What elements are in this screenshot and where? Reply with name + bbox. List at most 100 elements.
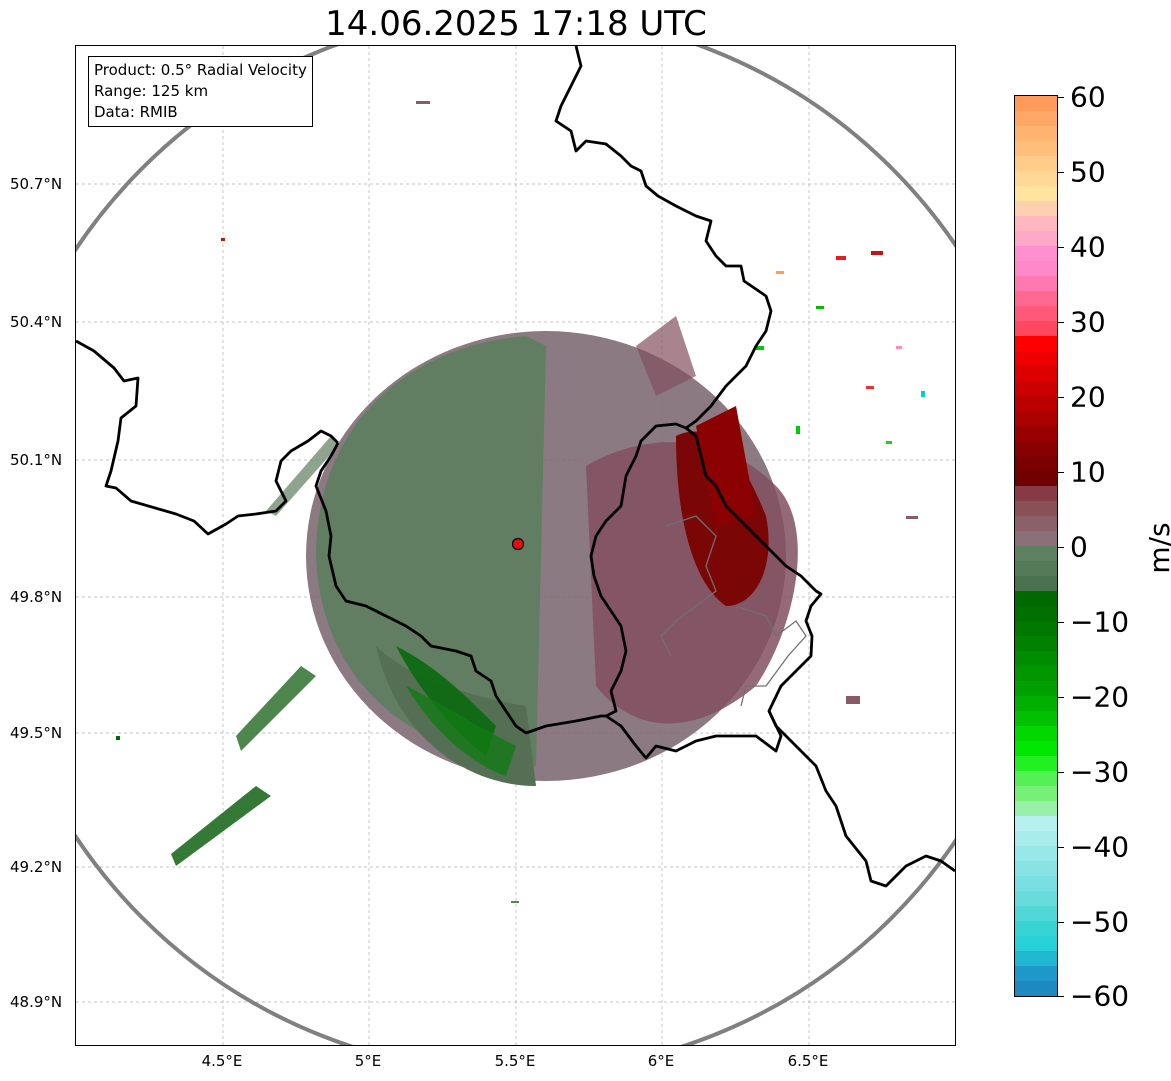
lat-label-49-2: 49.2°N	[10, 858, 63, 876]
clutter-4	[756, 346, 764, 350]
colorbar-unit: m/s	[1143, 522, 1171, 574]
colorbar-band	[1015, 351, 1057, 367]
colorbar-band	[1015, 411, 1057, 427]
colorbar-band	[1015, 441, 1057, 457]
map-title: 14.06.2025 17:18 UTC	[325, 4, 707, 44]
echo-band-sw2	[171, 786, 271, 866]
colorbar-band	[1015, 321, 1057, 337]
product-info-box: Product: 0.5° Radial Velocity Range: 125…	[88, 56, 313, 127]
national-borders	[76, 46, 955, 888]
clutter-9	[816, 306, 824, 309]
colorbar-band	[1015, 741, 1057, 757]
colorbar-band	[1015, 876, 1057, 892]
colorbar-band	[1015, 366, 1057, 382]
colorbar-band	[1015, 276, 1057, 292]
colorbar-band	[1015, 801, 1057, 817]
lat-label-49-5: 49.5°N	[10, 724, 63, 742]
border-luxembourg-east	[605, 426, 823, 760]
clutter-11	[906, 516, 918, 519]
info-source: Data: RMIB	[94, 103, 178, 121]
colorbar-band	[1015, 816, 1057, 832]
colorbar-band	[1015, 156, 1057, 172]
colorbar-band	[1015, 621, 1057, 637]
clutter-8	[921, 391, 925, 397]
radar-map[interactable]	[75, 45, 956, 1046]
colorbar-band	[1015, 561, 1057, 577]
colorbar-band	[1015, 96, 1057, 112]
colorbar-band	[1015, 726, 1057, 742]
colorbar-band	[1015, 966, 1057, 982]
clutter-10	[796, 426, 800, 434]
clutter-15	[511, 901, 519, 903]
border-france-germany	[767, 710, 955, 888]
colorbar-gradient	[1015, 96, 1057, 996]
colorbar-band	[1015, 426, 1057, 442]
colorbar-band	[1015, 126, 1057, 142]
radar-map-canvas	[76, 46, 955, 1045]
clutter-3	[776, 271, 784, 274]
colorbar-label-40: 40	[1070, 230, 1106, 264]
colorbar-band	[1015, 186, 1057, 202]
lon-label-6-5: 6.5°E	[787, 1052, 829, 1070]
colorbar-band	[1015, 246, 1057, 262]
colorbar-band	[1015, 576, 1057, 592]
info-product: Product: 0.5° Radial Velocity	[94, 61, 307, 79]
colorbar-band	[1015, 591, 1057, 607]
echo-strong-approaching-2	[406, 686, 516, 776]
clutter-13	[416, 101, 430, 104]
lat-label-50-1: 50.1°N	[10, 451, 63, 469]
colorbar-label-50: 50	[1070, 155, 1106, 189]
border-belgium-germany	[554, 46, 773, 430]
echo-band-sw1	[236, 666, 316, 751]
echo-strong-receding-core	[696, 406, 756, 526]
colorbar-band	[1015, 471, 1057, 487]
colorbar-band	[1015, 381, 1057, 397]
colorbar-label-10: 10	[1070, 455, 1106, 489]
colorbar-label-0: 0	[1070, 530, 1088, 564]
colorbar-band	[1015, 636, 1057, 652]
colorbar-label-m20: −20	[1070, 680, 1130, 714]
colorbar-band	[1015, 936, 1057, 952]
colorbar-band	[1015, 846, 1057, 862]
colorbar-band	[1015, 531, 1057, 547]
colorbar-band	[1015, 396, 1057, 412]
lon-label-5: 5°E	[354, 1052, 382, 1070]
colorbar-band	[1015, 201, 1057, 217]
clutter-1	[836, 256, 846, 260]
clutter-7	[886, 441, 892, 444]
colorbar-band	[1015, 921, 1057, 937]
colorbar-band	[1015, 666, 1057, 682]
lat-label-50-4: 50.4°N	[10, 313, 63, 331]
colorbar-band	[1015, 861, 1057, 877]
lon-label-6: 6°E	[647, 1052, 675, 1070]
clutter-16	[116, 736, 120, 740]
colorbar-band	[1015, 891, 1057, 907]
colorbar-band	[1015, 336, 1057, 352]
colorbar-band	[1015, 486, 1057, 502]
colorbar-band	[1015, 606, 1057, 622]
info-range: Range: 125 km	[94, 82, 209, 100]
border-france-belgium	[76, 339, 339, 536]
colorbar-band	[1015, 516, 1057, 532]
echo-north	[636, 316, 696, 396]
colorbar-band	[1015, 261, 1057, 277]
clutter-6	[866, 386, 874, 389]
colorbar-band	[1015, 501, 1057, 517]
lat-label-50-7: 50.7°N	[10, 175, 63, 193]
clutter-12	[846, 696, 860, 704]
clutter-2	[871, 251, 883, 255]
radar-site-marker	[511, 537, 525, 551]
colorbar-band	[1015, 306, 1057, 322]
colorbar-label-m10: −10	[1070, 605, 1130, 639]
colorbar-band	[1015, 291, 1057, 307]
colorbar-band	[1015, 696, 1057, 712]
echo-approaching-west	[316, 336, 546, 766]
clutter-14	[221, 238, 225, 241]
lon-label-4-5: 4.5°E	[201, 1052, 243, 1070]
colorbar-band	[1015, 456, 1057, 472]
colorbar-band	[1015, 231, 1057, 247]
colorbar-band	[1015, 141, 1057, 157]
colorbar-label-m30: −30	[1070, 755, 1130, 789]
border-luxembourg-germany	[589, 422, 687, 718]
inner-borders	[660, 515, 807, 707]
